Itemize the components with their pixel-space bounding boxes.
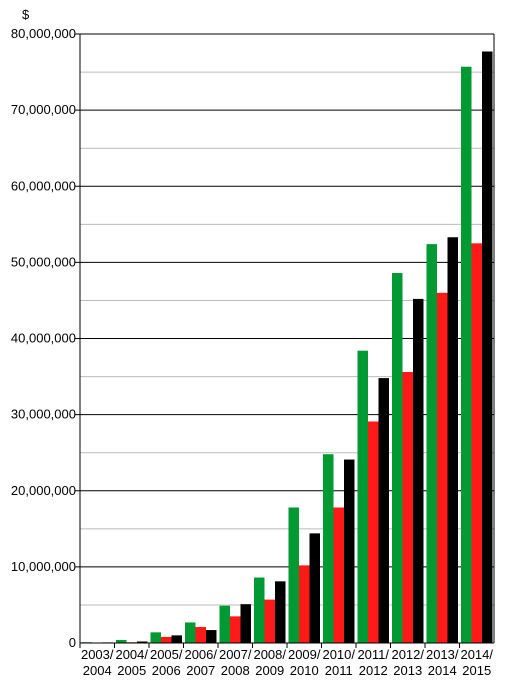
bar [368, 421, 379, 643]
bar [447, 237, 458, 643]
bar [323, 454, 334, 643]
bar [219, 605, 230, 643]
bar [230, 616, 241, 643]
bar [240, 604, 251, 643]
y-tick-label: 80,000,000 [11, 26, 76, 41]
bar [299, 565, 310, 643]
x-tick-label: 2014/2015 [460, 647, 493, 678]
y-tick-label: 0 [69, 635, 76, 650]
x-tick-label: 2008/2009 [253, 647, 286, 678]
bar [413, 298, 424, 643]
bar [137, 641, 148, 643]
bar [254, 577, 265, 643]
x-tick-label: 2011/2012 [357, 647, 389, 678]
bar [264, 599, 275, 643]
y-tick-label: 30,000,000 [11, 407, 76, 422]
bar [206, 630, 217, 643]
bar [275, 581, 286, 643]
bar [150, 632, 161, 643]
y-tick-label: 60,000,000 [11, 178, 76, 193]
grid-lines [75, 33, 494, 606]
x-tick-label: 2013/2014 [426, 647, 459, 678]
x-tick-label: 2004/2005 [115, 647, 148, 678]
bar [344, 459, 355, 643]
bar [402, 371, 413, 643]
y-tick-labels: 0 10,000,000 20,000,000 30,000,000 40,000,00… [11, 26, 76, 650]
bar [288, 507, 299, 643]
bar [357, 350, 368, 643]
bar [426, 244, 437, 644]
x-tick-label: 2009/2010 [288, 647, 321, 678]
x-tick-label: 2012/2013 [391, 647, 424, 678]
y-tick-label: 70,000,000 [11, 102, 76, 117]
bar [171, 635, 182, 643]
bar [309, 533, 320, 643]
x-tick-label: 2006/2007 [184, 647, 217, 678]
y-axis-label: $ [22, 7, 30, 22]
x-tick-label: 2007/2008 [219, 647, 252, 678]
x-tick-labels: 2003/20042004/20052005/20062006/20072007… [79, 643, 493, 678]
bar [482, 51, 493, 644]
y-tick-label: 10,000,000 [11, 559, 76, 574]
y-tick-label: 40,000,000 [11, 331, 76, 346]
x-tick-label: 2005/2006 [150, 647, 183, 678]
bar [161, 636, 172, 643]
bar [392, 273, 403, 643]
bar [461, 66, 472, 643]
x-tick-label: 2003/2004 [81, 647, 114, 678]
y-tick-label: 50,000,000 [11, 254, 76, 269]
bars [81, 51, 493, 644]
bar [116, 639, 127, 643]
x-tick-label: 2010/2011 [322, 647, 355, 678]
bar [333, 507, 344, 643]
bar [471, 243, 482, 643]
y-tick-label: 20,000,000 [11, 483, 76, 498]
bar [185, 622, 196, 643]
bar [195, 627, 206, 643]
bar [378, 378, 389, 643]
bar [437, 292, 448, 643]
